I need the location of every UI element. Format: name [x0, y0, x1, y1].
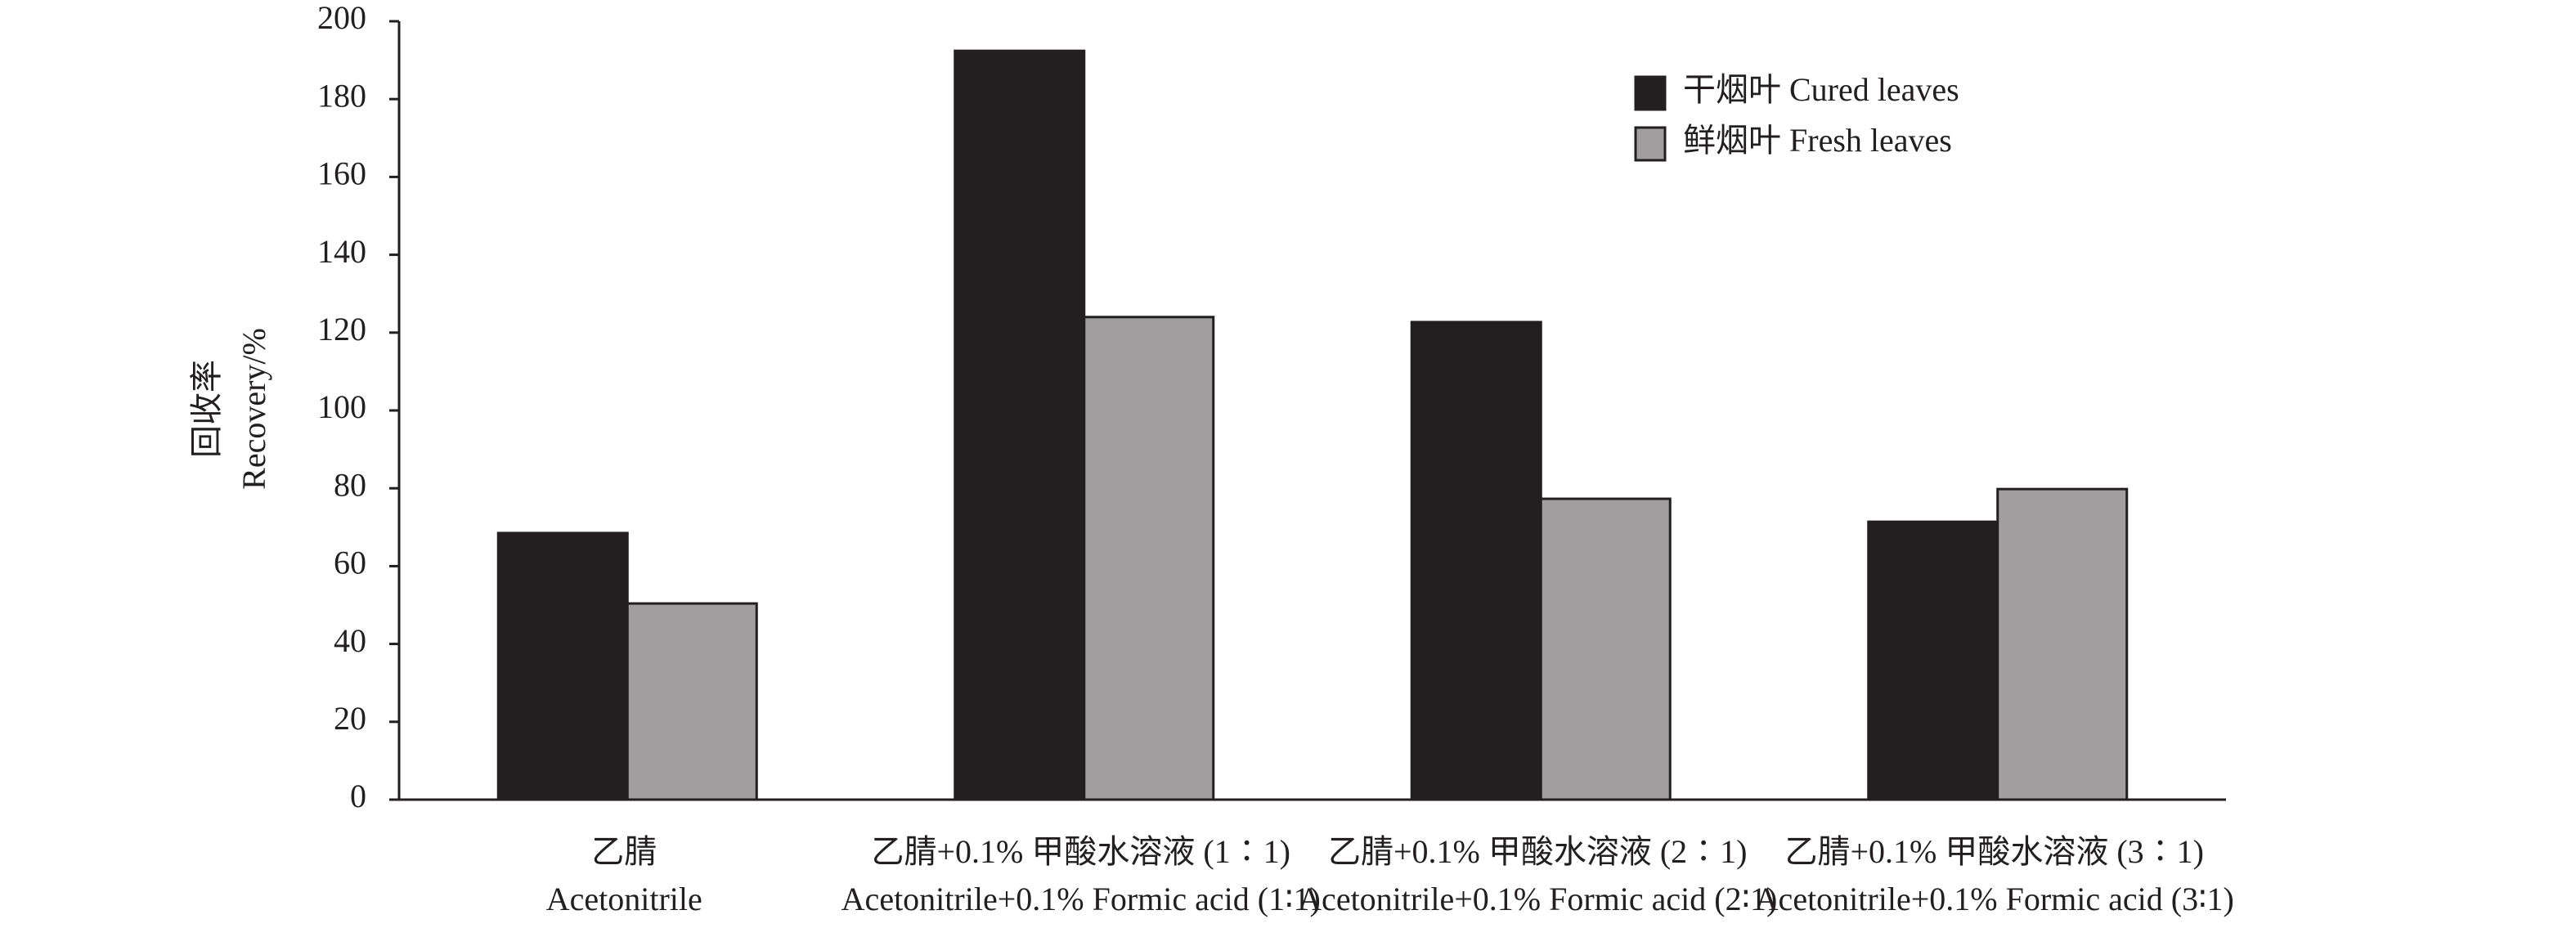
- bar: [1996, 487, 2129, 801]
- y-tick-label: 0: [350, 778, 366, 814]
- x-tick-label: Acetonitrile+0.1% Formic acid (3∶1): [1755, 881, 2234, 917]
- bar: [626, 602, 758, 801]
- x-tick-label: Acetonitrile+0.1% Formic acid (1∶1): [841, 881, 1321, 917]
- x-tick-label: 乙腈+0.1% 甲酸水溶液 (2∶1): [1328, 833, 1748, 870]
- x-tick-label: 乙腈+0.1% 甲酸水溶液 (3∶1): [1784, 833, 2204, 870]
- y-tick-label: 20: [334, 700, 366, 737]
- y-tick-label: 200: [317, 0, 366, 36]
- y-tick-label: 140: [317, 233, 366, 270]
- legend-swatch: [1634, 126, 1667, 162]
- x-tick-label: 乙腈+0.1% 甲酸水溶液 (1∶1): [871, 833, 1290, 870]
- y-axis-label: 回收率 Recovery/%: [188, 328, 272, 490]
- bar: [496, 531, 629, 801]
- y-axis-label-line: 回收率: [188, 360, 225, 458]
- bar: [1867, 520, 1999, 801]
- y-tick-label: 160: [317, 155, 366, 192]
- x-tick-label: Acetonitrile+0.1% Formic acid (2∶1): [1298, 881, 1777, 917]
- y-tick-label: 100: [317, 388, 366, 425]
- y-axis-label-line: Recovery/%: [236, 328, 272, 490]
- bar: [954, 49, 1086, 801]
- bar: [1083, 316, 1215, 801]
- bar: [1539, 497, 1672, 801]
- y-tick-label: 80: [334, 466, 366, 503]
- legend-swatch: [1634, 75, 1667, 111]
- bar: [1410, 321, 1542, 801]
- y-tick-label: 120: [317, 311, 366, 347]
- legend-label: 鲜烟叶 Fresh leaves: [1683, 122, 1952, 159]
- legend-label: 干烟叶 Cured leaves: [1683, 71, 1959, 108]
- x-tick-label: Acetonitrile: [546, 881, 702, 917]
- y-tick-label: 180: [317, 77, 366, 114]
- y-tick-label: 60: [334, 545, 366, 581]
- x-tick-label: 乙腈: [591, 833, 657, 870]
- y-tick-label: 40: [334, 622, 366, 659]
